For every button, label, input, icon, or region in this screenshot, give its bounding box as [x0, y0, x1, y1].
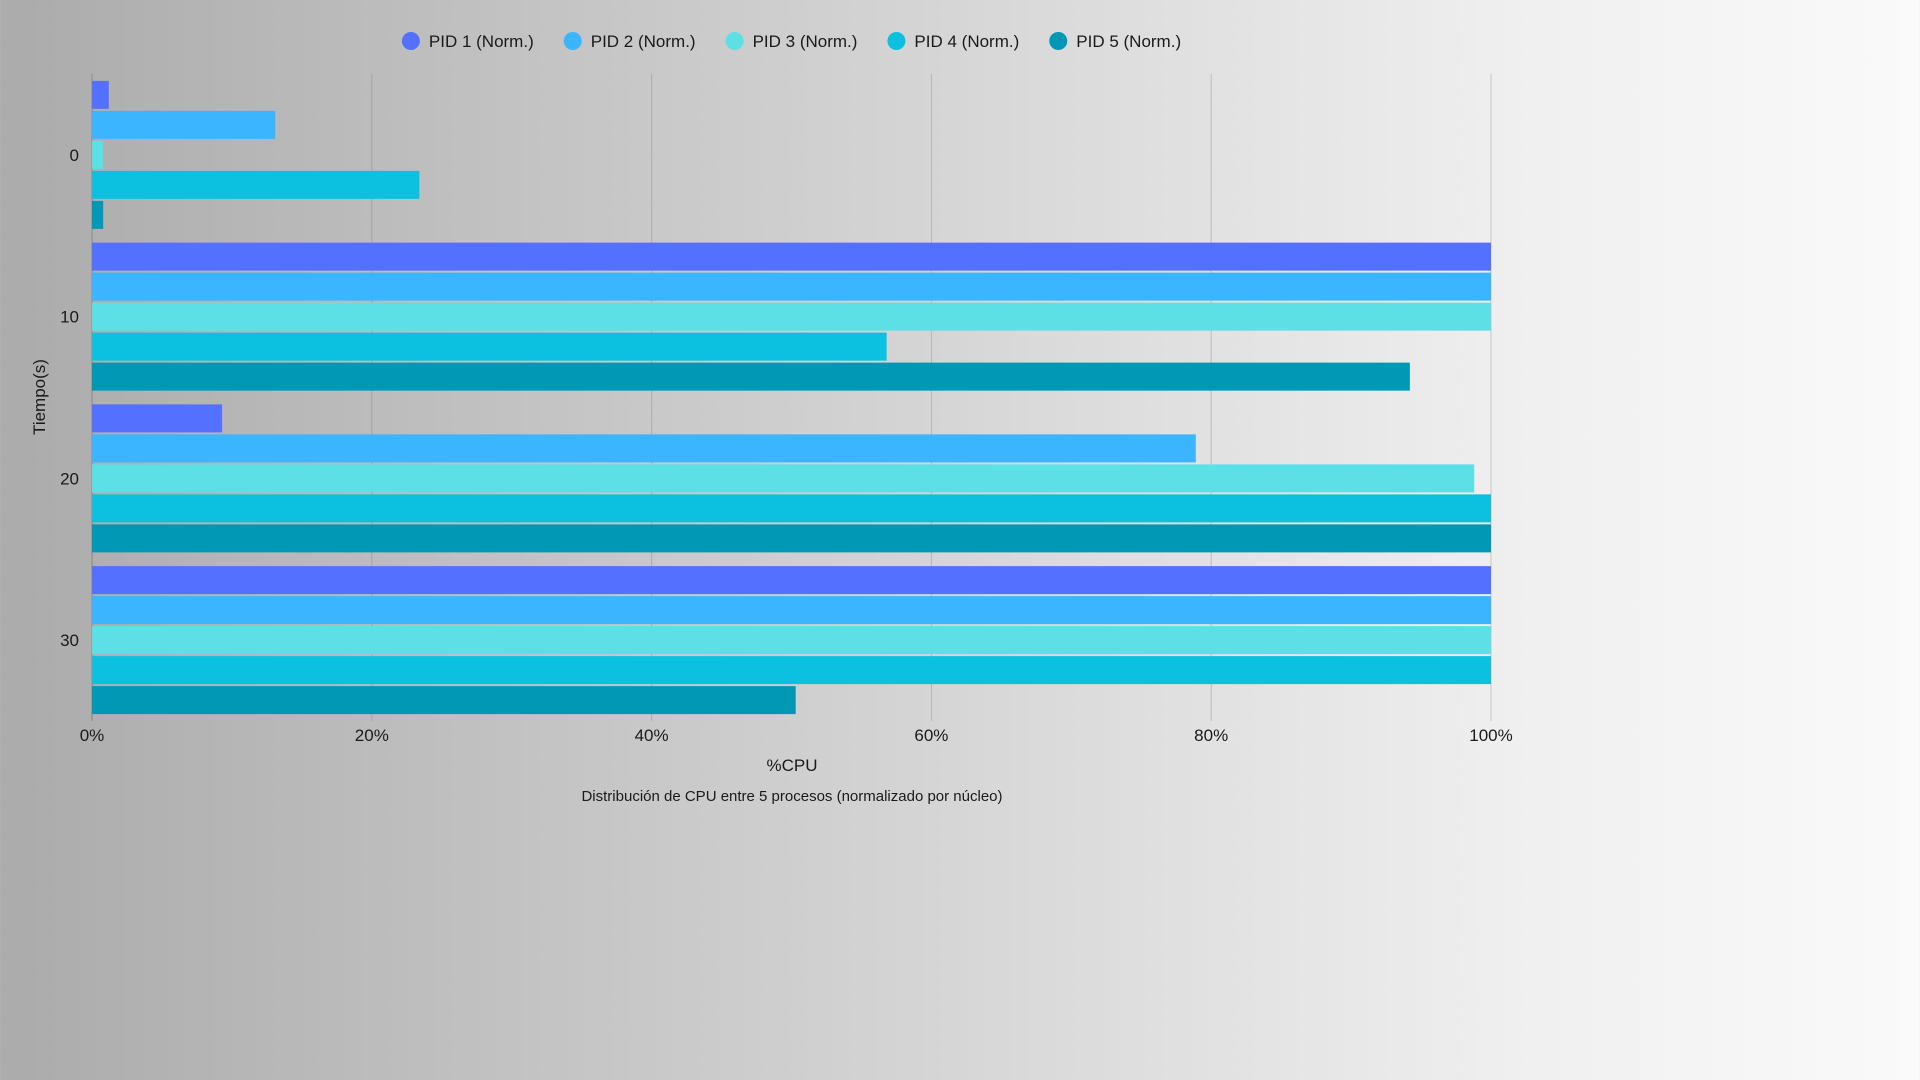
x-tick-label: 40%	[635, 726, 669, 745]
x-tick-label: 20%	[355, 726, 389, 745]
legend-swatch	[725, 32, 744, 50]
x-axis-ticks: 0% 20% 40% 60% 80% 100%	[80, 726, 1513, 745]
chart-caption: Distribución de CPU entre 5 procesos (no…	[581, 788, 1002, 805]
legend-label: PID 2 (Norm.)	[591, 32, 696, 51]
bar-pid-3-t-30	[92, 626, 1491, 655]
bar-pid-2-t-30	[92, 596, 1491, 625]
bar-pid-4-t-30	[92, 656, 1491, 685]
legend-swatch	[1049, 32, 1068, 50]
bar-pid-2-t-20	[92, 434, 1196, 463]
bar-pid-1-t-30	[92, 566, 1491, 595]
legend-item: PID 3 (Norm.)	[725, 32, 858, 51]
x-tick-label: 60%	[914, 726, 948, 745]
bar-pid-2-t-10	[92, 272, 1491, 301]
legend: PID 1 (Norm.) PID 2 (Norm.) PID 3 (Norm.) P…	[401, 32, 1181, 51]
legend-swatch	[401, 32, 420, 50]
y-axis-title: Tiempo(s)	[30, 359, 49, 435]
bar-pid-1-t-0	[92, 80, 109, 109]
x-tick-label: 100%	[1469, 726, 1512, 745]
bar-pid-5-t-10	[92, 362, 1410, 391]
legend-label: PID 5 (Norm.)	[1076, 32, 1181, 51]
legend-label: PID 3 (Norm.)	[753, 32, 858, 51]
x-tick-label: 80%	[1194, 726, 1228, 745]
legend-item: PID 1 (Norm.)	[401, 32, 534, 51]
legend-item: PID 5 (Norm.)	[1049, 32, 1181, 51]
x-tick-label: 0%	[80, 726, 105, 745]
bar-pid-4-t-20	[92, 494, 1491, 523]
bar-pid-1-t-20	[92, 404, 223, 433]
legend-item: PID 4 (Norm.)	[887, 32, 1019, 51]
legend-label: PID 1 (Norm.)	[429, 32, 534, 51]
bar-pid-2-t-0	[92, 110, 276, 139]
bar-pid-3-t-20	[92, 464, 1475, 493]
y-tick-label: 0	[70, 146, 79, 165]
legend-item: PID 2 (Norm.)	[563, 32, 696, 51]
bar-pid-4-t-0	[92, 170, 420, 199]
legend-swatch	[887, 32, 906, 50]
legend-swatch	[563, 32, 582, 50]
cpu-distribution-chart: 0 10 20 30 0% 20% 40% 60% 80% 100% PID 1 (Norm.)…	[30, 32, 1513, 805]
bar-pid-4-t-10	[92, 332, 887, 361]
legend-label: PID 4 (Norm.)	[914, 32, 1019, 51]
bars	[92, 80, 1491, 715]
y-tick-label: 20	[60, 469, 79, 488]
bar-pid-3-t-0	[92, 140, 104, 169]
x-axis-title: %CPU	[766, 756, 817, 775]
y-axis-ticks: 0 10 20 30	[60, 146, 79, 650]
y-tick-label: 10	[60, 308, 79, 327]
bar-pid-3-t-10	[92, 302, 1491, 331]
y-tick-label: 30	[60, 631, 79, 650]
bar-pid-5-t-0	[92, 200, 104, 229]
bar-pid-5-t-20	[92, 524, 1491, 553]
bar-pid-5-t-30	[92, 686, 796, 715]
bar-pid-1-t-10	[92, 242, 1491, 271]
